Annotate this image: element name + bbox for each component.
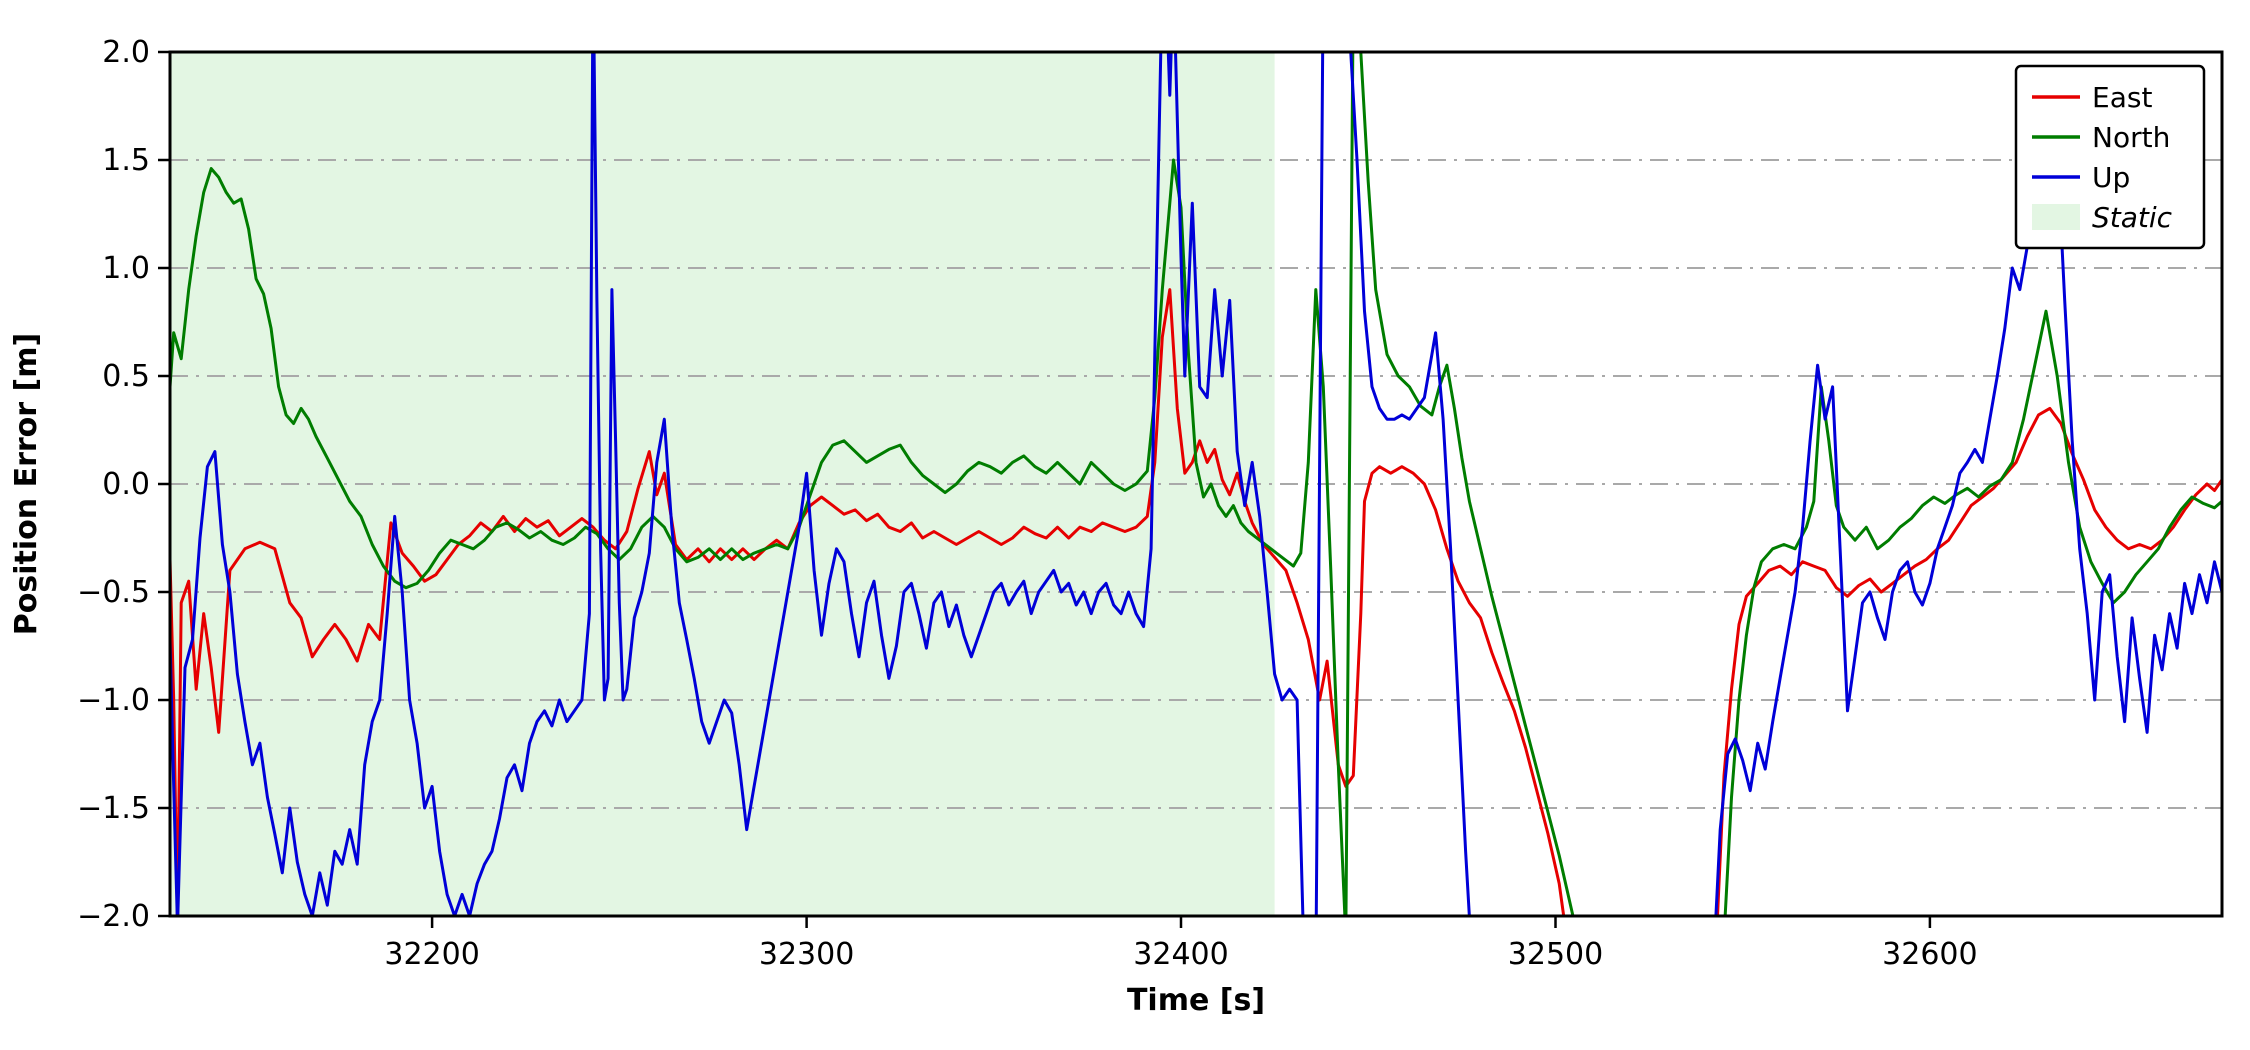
x-tick-label: 32300 <box>759 937 854 972</box>
y-tick-label: −1.5 <box>77 791 150 826</box>
x-axis-label: Time [s] <box>1127 983 1265 1018</box>
y-tick-label: −0.5 <box>77 575 150 610</box>
gridlines <box>170 159 2222 809</box>
x-tick-label: 32500 <box>1508 937 1603 972</box>
x-axis-ticks: 32200 32300 32400 32500 32600 <box>384 916 1978 972</box>
legend-label-east: East <box>2092 81 2152 114</box>
series-east-line <box>170 288 2222 916</box>
x-tick-label: 32200 <box>384 937 479 972</box>
x-tick-label: 32400 <box>1133 937 1228 972</box>
legend-label-static: Static <box>2092 201 2173 234</box>
legend-box <box>2014 64 2206 250</box>
y-tick-label: 1.0 <box>102 251 150 286</box>
y-tick-label: −2.0 <box>77 899 150 934</box>
legend-sample-static <box>2032 204 2080 230</box>
y-tick-label: 2.0 <box>102 35 150 70</box>
x-tick-label: 32600 <box>1882 937 1977 972</box>
y-tick-label: 0.5 <box>102 359 150 394</box>
y-axis-label: Position Error [m] <box>9 333 44 635</box>
static-region <box>170 52 1275 916</box>
legend-label-north: North <box>2092 121 2170 154</box>
y-tick-label: 1.5 <box>102 143 150 178</box>
legend: East North Up Static <box>2014 64 2206 250</box>
y-axis-ticks: 2.0 1.5 1.0 0.5 0.0 −0.5 −1.0 −1.5 −2.0 <box>77 35 170 934</box>
series-north-line <box>170 52 2222 916</box>
series-up-line <box>170 52 2222 916</box>
y-tick-label: −1.0 <box>77 683 150 718</box>
y-tick-label: 0.0 <box>102 467 150 502</box>
legend-label-up: Up <box>2092 161 2130 194</box>
